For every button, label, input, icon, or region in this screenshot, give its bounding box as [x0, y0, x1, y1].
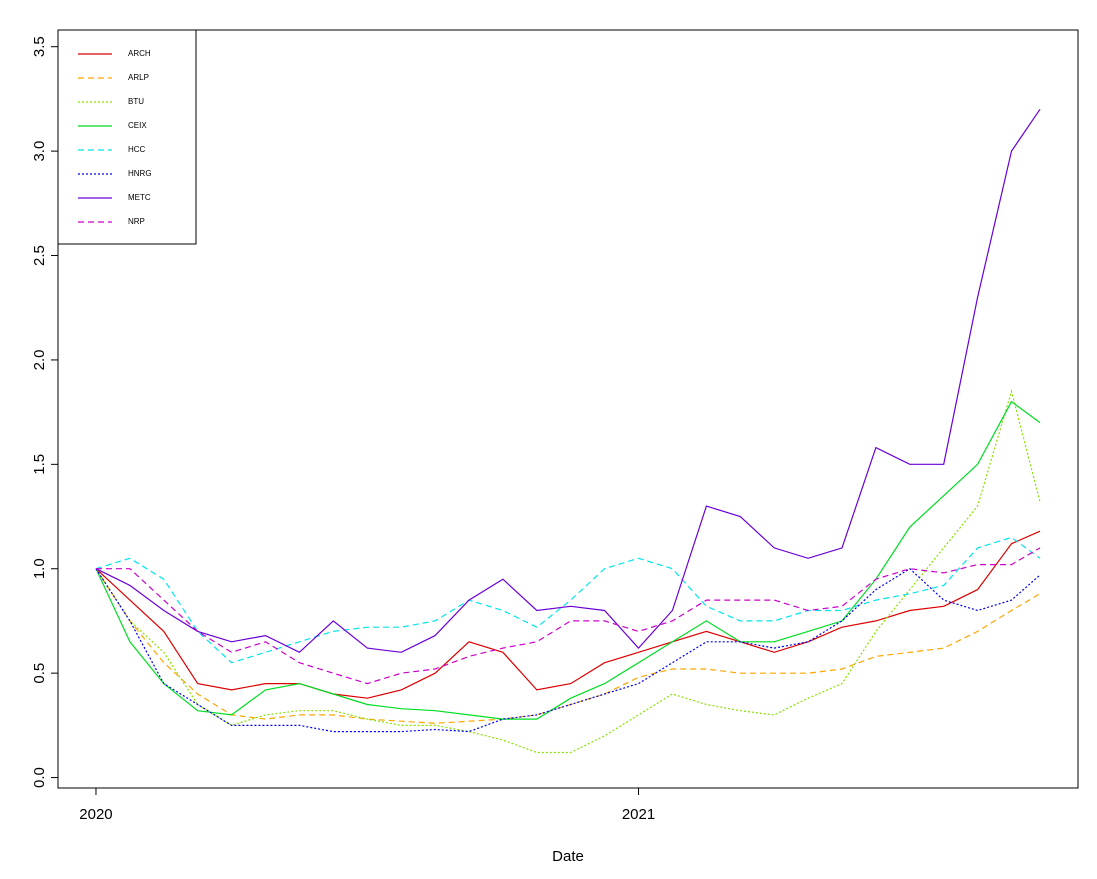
series-line — [95, 536, 1041, 664]
series-line — [96, 547, 1041, 685]
legend-label: METC — [128, 193, 151, 202]
x-tick-label: 2021 — [622, 806, 655, 823]
x-axis-label: Date — [552, 848, 584, 865]
legend-box — [57, 29, 197, 245]
y-tick-label: 0.5 — [31, 663, 48, 684]
legend-label: ARLP — [128, 73, 149, 82]
series-line — [95, 389, 1041, 754]
legend-label: BTU — [128, 97, 144, 106]
series-line — [95, 567, 1041, 733]
series-line — [95, 400, 1041, 720]
y-tick-label: 0.0 — [31, 767, 48, 788]
legend: ARCH ARLP BTU CEIX HCC HNRG METC NRP — [57, 29, 197, 245]
plot-frame — [57, 29, 1079, 789]
series-line — [95, 530, 1041, 699]
y-tick-label: 3.0 — [31, 141, 48, 162]
legend-label: NRP — [128, 217, 145, 226]
y-tick-label: 3.5 — [31, 36, 48, 57]
series-line — [95, 108, 1041, 654]
y-tick-label: 1.0 — [31, 558, 48, 579]
legend-label: HCC — [128, 145, 146, 154]
y-tick-label: 1.5 — [31, 454, 48, 475]
y-tick-label: 2.0 — [31, 349, 48, 370]
legend-label: HNRG — [128, 169, 152, 178]
legend-label: CEIX — [128, 121, 147, 130]
legend-label: ARCH — [128, 49, 151, 58]
x-tick-label: 2020 — [79, 806, 112, 823]
y-tick-label: 2.5 — [31, 245, 48, 266]
